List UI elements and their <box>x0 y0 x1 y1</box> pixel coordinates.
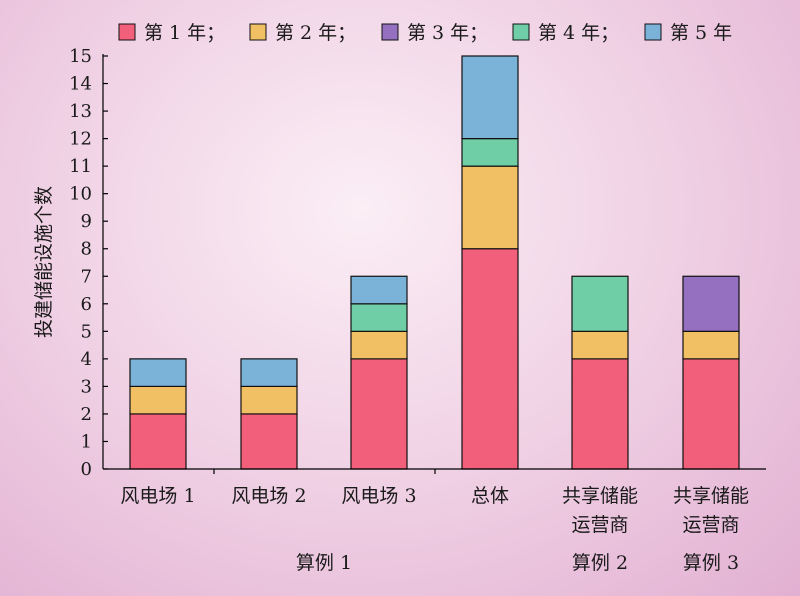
legend-swatch <box>512 23 530 41</box>
x-tick-label: 风电场 1 <box>120 485 195 507</box>
bar-segment <box>461 165 519 250</box>
bar-segment <box>129 413 187 470</box>
x-tick-label: 运营商 <box>571 514 628 536</box>
legend-swatch <box>249 23 267 41</box>
y-tick-label: 11 <box>69 156 92 177</box>
y-tick-label: 3 <box>81 376 92 397</box>
y-tick-label: 1 <box>81 431 92 452</box>
group-label: 算例 2 <box>572 552 628 574</box>
y-tick-label: 2 <box>81 404 92 425</box>
bar-segment <box>461 55 519 140</box>
y-tick-label: 4 <box>81 349 92 370</box>
legend-item: 第 5 年 <box>644 22 732 44</box>
x-tick-label: 总体 <box>471 485 509 507</box>
y-tick-label: 0 <box>81 459 92 480</box>
bar-segment <box>350 330 408 360</box>
legend-label: 第 3 年； <box>407 22 488 44</box>
bars <box>129 55 740 470</box>
bar-segment <box>350 303 408 332</box>
y-tick-label: 10 <box>69 184 92 205</box>
x-tick-label: 风电场 2 <box>231 485 306 507</box>
y-tick-label: 15 <box>69 46 92 67</box>
bar-segment <box>682 330 740 360</box>
y-tick-label: 5 <box>81 321 92 342</box>
y-tick-label: 7 <box>81 266 92 287</box>
x-tick-label: 运营商 <box>682 514 739 536</box>
bar-segment <box>350 275 408 305</box>
bar-segment <box>240 385 298 415</box>
legend-item: 第 4 年； <box>512 22 619 44</box>
group-labels: 算例 1 算例 2 算例 3 <box>296 552 739 574</box>
y-tick-label: 12 <box>69 129 92 150</box>
group-label: 算例 1 <box>296 552 352 574</box>
y-axis-label: 投建储能设施个数 <box>33 186 55 338</box>
x-tick-label: 共享储能 <box>562 485 638 507</box>
legend-item: 第 1 年； <box>118 22 225 44</box>
bar-segment <box>571 358 629 470</box>
group-label: 算例 3 <box>683 552 739 574</box>
bar-segment <box>571 330 629 360</box>
legend-label: 第 1 年； <box>144 22 225 44</box>
y-tick-label: 9 <box>81 211 92 232</box>
legend-swatch <box>644 23 662 41</box>
y-tick-label: 8 <box>81 239 92 260</box>
bar-segment <box>129 385 187 415</box>
axes <box>102 54 766 474</box>
y-tick-label: 6 <box>81 294 92 315</box>
bar-segment <box>682 358 740 470</box>
bar-segment <box>682 275 740 332</box>
legend-label: 第 5 年 <box>670 22 732 44</box>
legend: 第 1 年； 第 2 年； 第 3 年； 第 4 年； 第 5 年 <box>118 22 732 44</box>
bar-segment <box>461 248 519 470</box>
legend-swatch <box>381 23 399 41</box>
legend-label: 第 4 年； <box>538 22 619 44</box>
bar-segment <box>240 358 298 388</box>
legend-swatch <box>118 23 136 41</box>
bar-segment <box>240 413 298 470</box>
bar-segment <box>461 138 519 167</box>
legend-item: 第 3 年； <box>381 22 488 44</box>
y-tick-label: 13 <box>69 101 92 122</box>
bar-segment <box>571 275 629 332</box>
bar-segment <box>129 358 187 388</box>
legend-label: 第 2 年； <box>275 22 356 44</box>
x-tick-label: 风电场 3 <box>341 485 416 507</box>
bar-segment <box>350 358 408 470</box>
x-tick-label: 共享储能 <box>673 485 749 507</box>
legend-item: 第 2 年； <box>249 22 356 44</box>
y-tick-label: 14 <box>69 74 92 95</box>
